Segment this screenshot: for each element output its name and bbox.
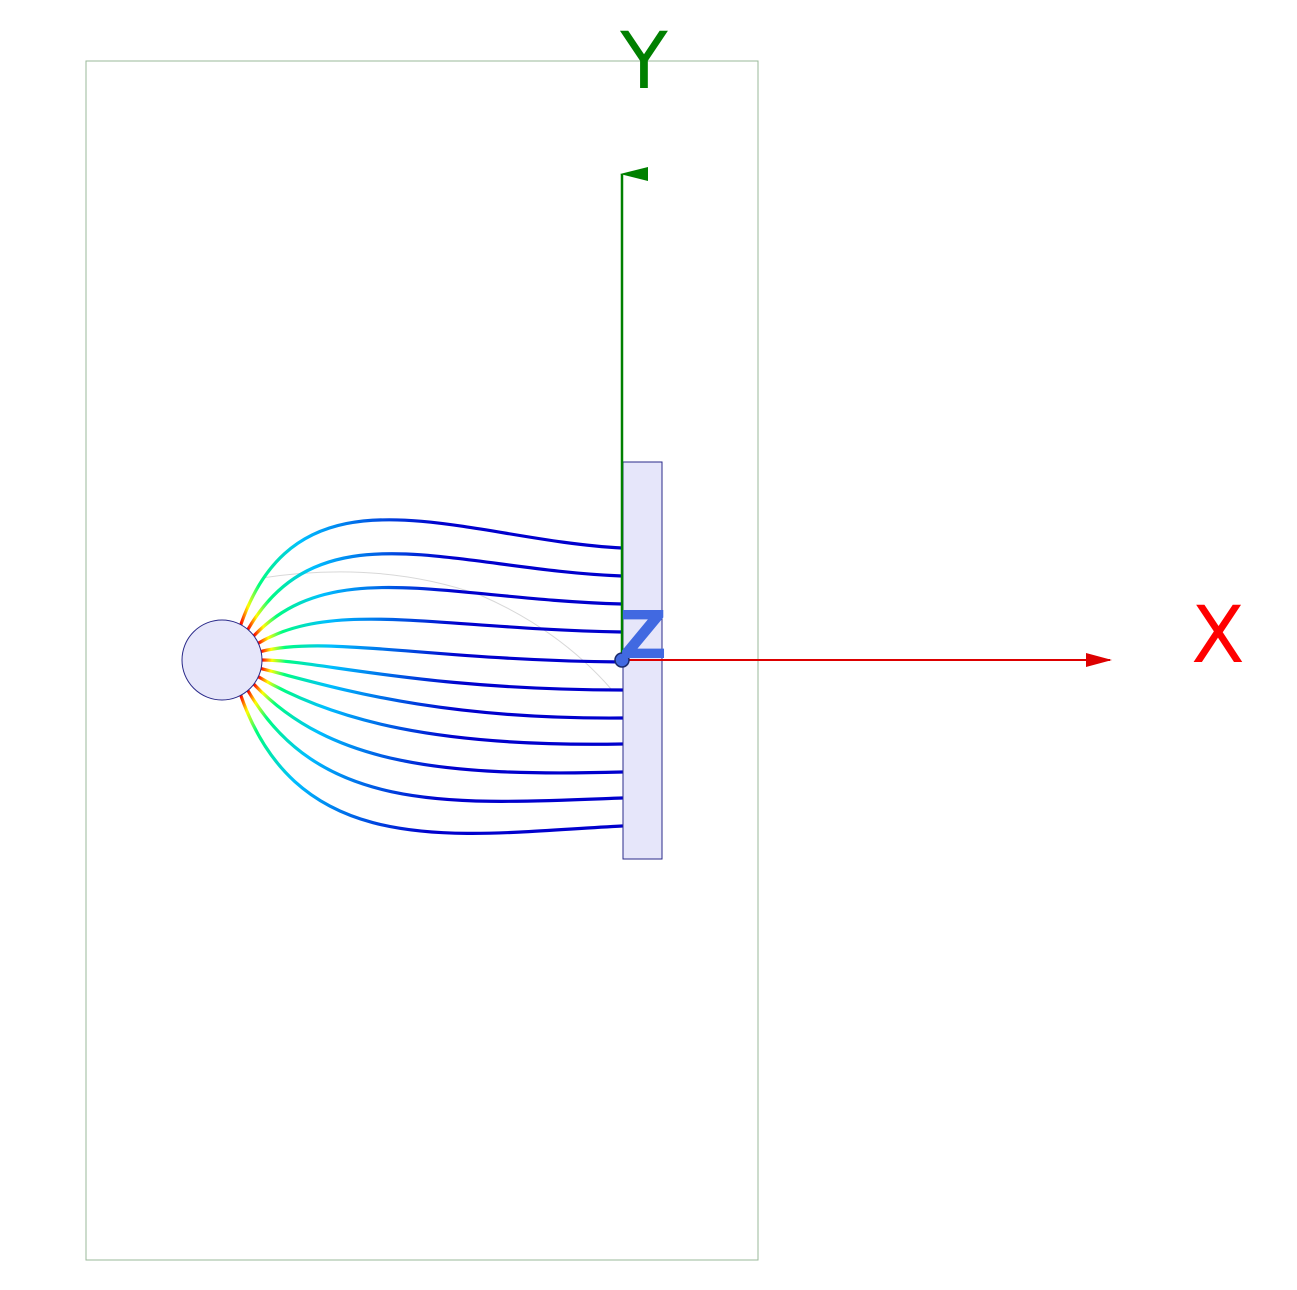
field-line <box>260 658 624 692</box>
x-axis-label: X <box>1191 591 1244 681</box>
field-line <box>246 552 624 632</box>
field-line <box>252 585 624 638</box>
field-line <box>246 688 624 803</box>
y-axis-label: Y <box>619 17 668 107</box>
field-line <box>239 518 624 627</box>
sphere-electrode <box>181 619 263 701</box>
field-line <box>256 675 624 746</box>
field-line <box>259 667 624 720</box>
z-axis-label: Z <box>619 597 667 674</box>
field-lines <box>239 518 624 835</box>
field-line <box>239 693 624 835</box>
field-line <box>256 617 624 645</box>
field-line <box>252 682 624 775</box>
z-axis-origin-dot <box>614 652 630 668</box>
field-line <box>259 644 624 664</box>
